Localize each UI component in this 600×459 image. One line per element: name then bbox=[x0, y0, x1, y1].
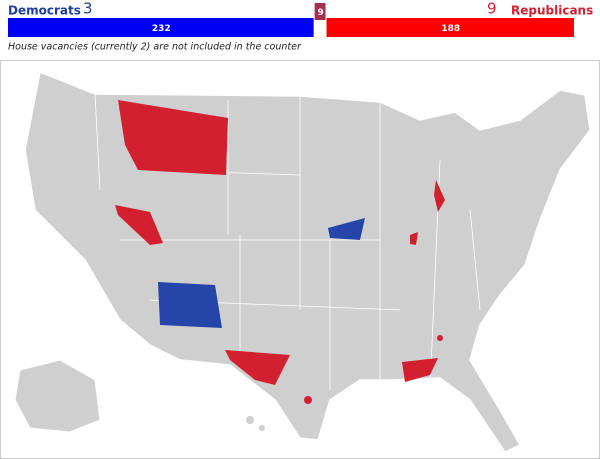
district-dem bbox=[158, 282, 222, 328]
alaska bbox=[14, 359, 101, 433]
dem-label: Democrats bbox=[8, 4, 81, 18]
seat-counter: Democrats 3 9 Republicans House vacancie… bbox=[8, 0, 593, 53]
district-rep bbox=[402, 358, 438, 382]
seat-bar-dem bbox=[8, 18, 314, 37]
district-rep bbox=[115, 205, 163, 245]
map bbox=[0, 60, 600, 459]
dem-count: 3 bbox=[83, 0, 93, 18]
district-rep bbox=[304, 396, 312, 404]
seat-bar-rep bbox=[326, 18, 574, 37]
rep-count: 9 bbox=[487, 0, 497, 18]
seat-bar-tossup bbox=[314, 3, 326, 20]
rep-label: Republicans bbox=[511, 4, 593, 18]
hawaii bbox=[259, 425, 265, 431]
district-rep bbox=[437, 335, 443, 341]
seat-bar-label: 9 bbox=[317, 8, 323, 18]
hawaii bbox=[246, 416, 254, 424]
district-dem bbox=[328, 218, 365, 240]
district-rep bbox=[410, 232, 418, 245]
seat-bar-label: 232 bbox=[152, 24, 171, 34]
note: House vacancies (currently 2) are not in… bbox=[8, 42, 302, 53]
district-rep bbox=[434, 180, 445, 212]
seat-bar-label: 188 bbox=[441, 24, 460, 34]
district-rep bbox=[118, 100, 228, 175]
district-rep bbox=[225, 350, 290, 385]
